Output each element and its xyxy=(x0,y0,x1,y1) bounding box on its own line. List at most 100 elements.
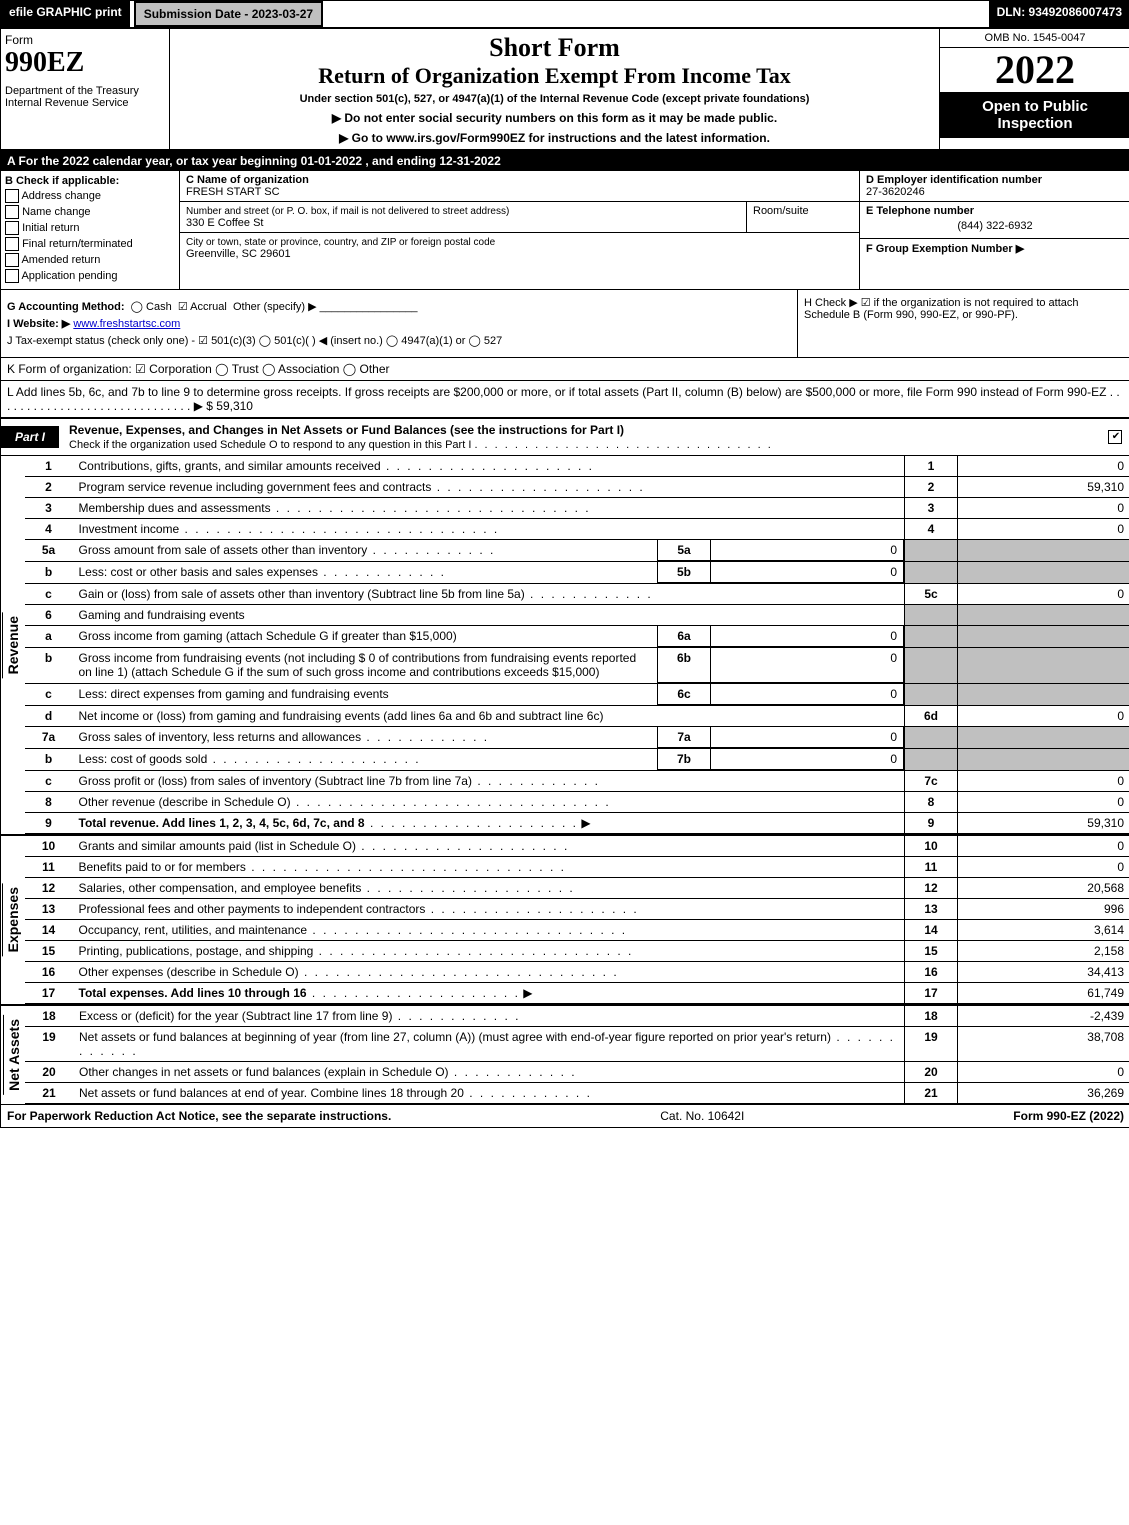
line-14: 14Occupancy, rent, utilities, and mainte… xyxy=(25,919,1129,940)
net-assets-section: Net Assets 18Excess or (deficit) for the… xyxy=(1,1006,1129,1105)
revenue-section: Revenue 1 Contributions, gifts, grants, … xyxy=(1,456,1129,836)
part-i-title: Revenue, Expenses, and Changes in Net As… xyxy=(69,419,1100,455)
topbar: efile GRAPHIC print Submission Date - 20… xyxy=(1,1,1129,29)
footer-cat-no: Cat. No. 10642I xyxy=(391,1109,1013,1123)
line-1: 1 Contributions, gifts, grants, and simi… xyxy=(25,456,1129,477)
org-name-label: C Name of organization xyxy=(186,174,309,186)
line-7b: b Less: cost of goods sold 7b 0 xyxy=(25,748,1129,770)
line-7a: 7a Gross sales of inventory, less return… xyxy=(25,726,1129,748)
ein-value: 27-3620246 xyxy=(866,186,925,198)
org-name-cell: C Name of organization FRESH START SC xyxy=(180,171,859,202)
form-title: Return of Organization Exempt From Incom… xyxy=(180,63,929,89)
form-header: Form 990EZ Department of the Treasury In… xyxy=(1,29,1129,151)
org-city-label: City or town, state or province, country… xyxy=(186,237,495,248)
form-instructions-link[interactable]: ▶ Go to www.irs.gov/Form990EZ for instru… xyxy=(180,131,929,145)
line-2: 2 Program service revenue including gove… xyxy=(25,477,1129,498)
room-suite-label: Room/suite xyxy=(747,202,859,232)
part-i-checkbox[interactable] xyxy=(1100,430,1129,445)
org-city-value: Greenville, SC 29601 xyxy=(186,248,291,260)
part-i-header: Part I Revenue, Expenses, and Changes in… xyxy=(1,419,1129,456)
phone-value: (844) 322-6932 xyxy=(866,217,1124,235)
line-19: 19Net assets or fund balances at beginni… xyxy=(25,1026,1129,1061)
line-21: 21Net assets or fund balances at end of … xyxy=(25,1082,1129,1103)
phone-label: E Telephone number xyxy=(866,205,974,217)
part-i-check-line: Check if the organization used Schedule … xyxy=(69,439,773,451)
info-row-2: G Accounting Method: ◯ Cash ☑ Accrual Ot… xyxy=(1,290,1129,358)
line-16: 16Other expenses (describe in Schedule O… xyxy=(25,961,1129,982)
org-addr-label: Number and street (or P. O. box, if mail… xyxy=(186,206,509,217)
line-6: 6 Gaming and fundraising events xyxy=(25,605,1129,626)
line-13: 13Professional fees and other payments t… xyxy=(25,898,1129,919)
chk-application-pending[interactable]: Application pending xyxy=(5,269,175,283)
group-exemption-label: F Group Exemption Number ▶ xyxy=(866,243,1024,255)
form-number: 990EZ xyxy=(5,47,165,79)
chk-address-change[interactable]: Address change xyxy=(5,189,175,203)
line-6c: c Less: direct expenses from gaming and … xyxy=(25,683,1129,705)
line-6a: a Gross income from gaming (attach Sched… xyxy=(25,626,1129,648)
revenue-side-label: Revenue xyxy=(1,456,25,834)
col-b-header: B Check if applicable: xyxy=(5,175,175,187)
header-left: Form 990EZ Department of the Treasury In… xyxy=(1,29,170,149)
omb-number: OMB No. 1545-0047 xyxy=(940,29,1129,48)
form-label: Form xyxy=(5,33,165,47)
expenses-section: Expenses 10Grants and similar amounts pa… xyxy=(1,836,1129,1006)
form-990ez-page: efile GRAPHIC print Submission Date - 20… xyxy=(0,0,1129,1128)
line-7c: c Gross profit or (loss) from sales of i… xyxy=(25,770,1129,791)
line-20: 20Other changes in net assets or fund ba… xyxy=(25,1061,1129,1082)
org-city-cell: City or town, state or province, country… xyxy=(180,233,859,263)
dln-number: DLN: 93492086007473 xyxy=(989,1,1129,27)
line-h-schedule-b: H Check ▶ ☑ if the organization is not r… xyxy=(797,290,1129,357)
entity-info-row: B Check if applicable: Address change Na… xyxy=(1,171,1129,290)
line-i-website: I Website: ▶ www.freshstartsc.com xyxy=(7,317,791,330)
open-to-public-badge: Open to Public Inspection xyxy=(940,92,1129,138)
header-right: OMB No. 1545-0047 2022 Open to Public In… xyxy=(939,29,1129,149)
line-5b: b Less: cost or other basis and sales ex… xyxy=(25,562,1129,584)
line-5a: 5a Gross amount from sale of assets othe… xyxy=(25,540,1129,562)
expenses-table: 10Grants and similar amounts paid (list … xyxy=(25,836,1129,1004)
form-subtitle: Under section 501(c), 527, or 4947(a)(1)… xyxy=(180,93,929,105)
line-g-accounting: G Accounting Method: ◯ Cash ☑ Accrual Ot… xyxy=(7,300,791,313)
phone-cell: E Telephone number (844) 322-6932 xyxy=(860,201,1129,238)
department-label: Department of the Treasury Internal Reve… xyxy=(5,85,165,109)
line-10: 10Grants and similar amounts paid (list … xyxy=(25,836,1129,857)
footer-form-ref: Form 990-EZ (2022) xyxy=(1013,1109,1124,1123)
line-17: 17Total expenses. Add lines 10 through 1… xyxy=(25,982,1129,1003)
chk-name-change[interactable]: Name change xyxy=(5,205,175,219)
line-8: 8 Other revenue (describe in Schedule O)… xyxy=(25,791,1129,812)
revenue-table: 1 Contributions, gifts, grants, and simi… xyxy=(25,456,1129,834)
footer-left: For Paperwork Reduction Act Notice, see … xyxy=(7,1109,391,1123)
efile-print-button[interactable]: efile GRAPHIC print xyxy=(1,1,130,27)
org-addr-value: 330 E Coffee St xyxy=(186,217,263,229)
tax-year: 2022 xyxy=(940,48,1129,92)
part-i-tab: Part I xyxy=(1,426,59,448)
form-warning-ssn: ▶ Do not enter social security numbers o… xyxy=(180,111,929,125)
line-4: 4 Investment income 4 0 xyxy=(25,519,1129,540)
line-j-tax-exempt: J Tax-exempt status (check only one) - ☑… xyxy=(7,334,791,347)
line-k-org-form: K Form of organization: ☑ Corporation ◯ … xyxy=(1,358,1129,381)
col-b-checkboxes: B Check if applicable: Address change Na… xyxy=(1,171,180,289)
page-footer: For Paperwork Reduction Act Notice, see … xyxy=(1,1105,1129,1127)
chk-amended-return[interactable]: Amended return xyxy=(5,253,175,267)
info2-left: G Accounting Method: ◯ Cash ☑ Accrual Ot… xyxy=(1,290,797,357)
line-18: 18Excess or (deficit) for the year (Subt… xyxy=(25,1006,1129,1027)
line-11: 11Benefits paid to or for members110 xyxy=(25,856,1129,877)
col-d-ein-phone: D Employer identification number 27-3620… xyxy=(859,171,1129,289)
chk-final-return[interactable]: Final return/terminated xyxy=(5,237,175,251)
org-name-value: FRESH START SC xyxy=(186,186,280,198)
line-3: 3 Membership dues and assessments 3 0 xyxy=(25,498,1129,519)
ein-label: D Employer identification number xyxy=(866,174,1042,186)
expenses-side-label: Expenses xyxy=(1,836,25,1004)
line-12: 12Salaries, other compensation, and empl… xyxy=(25,877,1129,898)
short-form-title: Short Form xyxy=(180,33,929,63)
header-center: Short Form Return of Organization Exempt… xyxy=(170,29,939,149)
ein-cell: D Employer identification number 27-3620… xyxy=(860,171,1129,201)
line-15: 15Printing, publications, postage, and s… xyxy=(25,940,1129,961)
net-assets-table: 18Excess or (deficit) for the year (Subt… xyxy=(25,1006,1129,1104)
line-9: 9 Total revenue. Add lines 1, 2, 3, 4, 5… xyxy=(25,812,1129,833)
chk-initial-return[interactable]: Initial return xyxy=(5,221,175,235)
line-l-gross-receipts: L Add lines 5b, 6c, and 7b to line 9 to … xyxy=(1,381,1129,419)
line-6b: b Gross income from fundraising events (… xyxy=(25,648,1129,684)
website-link[interactable]: www.freshstartsc.com xyxy=(73,318,180,330)
line-a-tax-year: A For the 2022 calendar year, or tax yea… xyxy=(1,151,1129,171)
org-addr-row: Number and street (or P. O. box, if mail… xyxy=(180,202,859,233)
